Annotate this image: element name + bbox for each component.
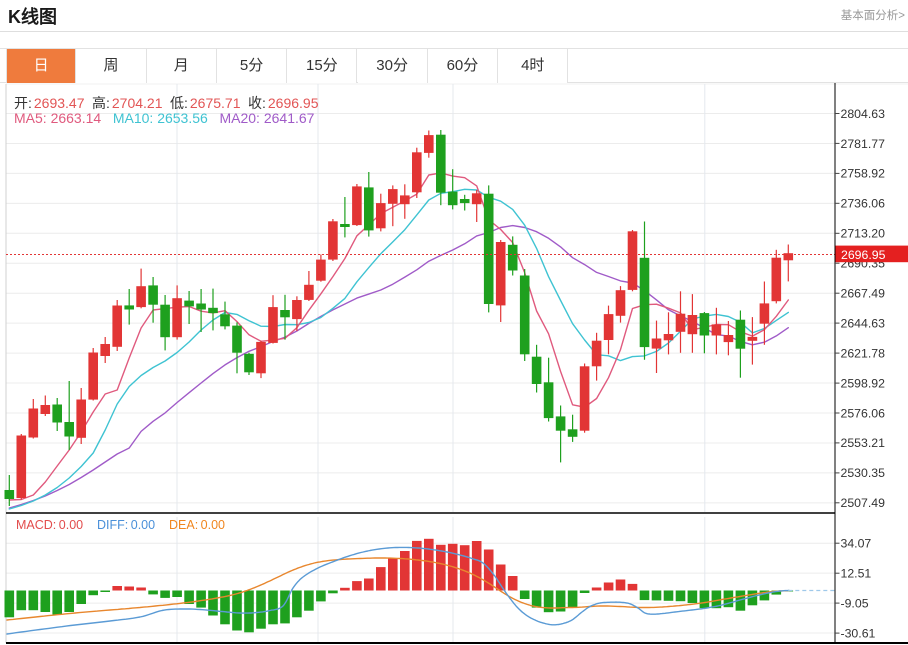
svg-text:2713.20: 2713.20 — [841, 227, 886, 241]
svg-text:2781.77: 2781.77 — [841, 137, 886, 151]
svg-text:2804.63: 2804.63 — [841, 107, 886, 121]
svg-text:2576.06: 2576.06 — [841, 406, 886, 420]
svg-text:12.51: 12.51 — [841, 567, 872, 581]
svg-text:2736.06: 2736.06 — [841, 197, 886, 211]
svg-text:2644.63: 2644.63 — [841, 316, 886, 330]
svg-text:2553.21: 2553.21 — [841, 436, 886, 450]
svg-text:-9.05: -9.05 — [841, 596, 869, 610]
svg-text:2598.92: 2598.92 — [841, 376, 886, 390]
svg-text:2507.49: 2507.49 — [841, 496, 886, 510]
svg-text:2758.92: 2758.92 — [841, 167, 886, 181]
svg-text:2621.78: 2621.78 — [841, 346, 886, 360]
svg-text:2530.35: 2530.35 — [841, 466, 886, 480]
svg-text:2696.95: 2696.95 — [841, 248, 886, 262]
svg-text:2667.49: 2667.49 — [841, 287, 886, 301]
svg-text:34.07: 34.07 — [841, 537, 872, 551]
svg-text:-30.61: -30.61 — [841, 626, 876, 640]
